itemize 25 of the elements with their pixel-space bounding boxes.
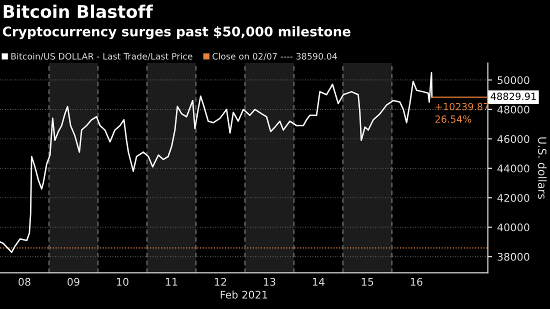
y-tick-label: 48000 [497, 106, 530, 114]
y-tick-label: 46000 [497, 135, 530, 143]
legend-label: Bitcoin/US DOLLAR - Last Trade/Last Price [11, 52, 192, 60]
legend-label: Close on 02/07 ---- 38590.04 [212, 52, 338, 60]
annotation: 48829.91 [490, 92, 536, 100]
x-tick-label: 13 [264, 278, 276, 286]
x-tick-label: 11 [166, 278, 178, 286]
line-series [0, 72, 433, 253]
x-tick-label: 16 [410, 278, 422, 286]
x-axis-title: Feb 2021 [220, 290, 268, 299]
x-tick-label: 10 [116, 278, 128, 286]
y-tick-label: 40000 [497, 223, 530, 232]
y-tick-label: 38000 [498, 252, 530, 261]
y-axis-title: U.S. dollars [538, 137, 547, 199]
chart-title: Bitcoin Blastoff [4, 4, 153, 18]
x-tick-label: 14 [312, 278, 324, 286]
x-tick-label: 09 [68, 278, 80, 286]
x-tick-label: 12 [214, 278, 226, 286]
chart-subtitle: Cryptocurrency surges past $50,000 milestone [2, 26, 350, 40]
x-tick-label: 15 [362, 278, 374, 286]
y-tick-label: 42000 [497, 194, 530, 202]
y-tick-label: 50000 [498, 76, 530, 84]
y-tick-label: 44000 [497, 164, 530, 172]
annotation: 26.54% [435, 115, 472, 123]
x-tick-label: 08 [18, 278, 30, 286]
